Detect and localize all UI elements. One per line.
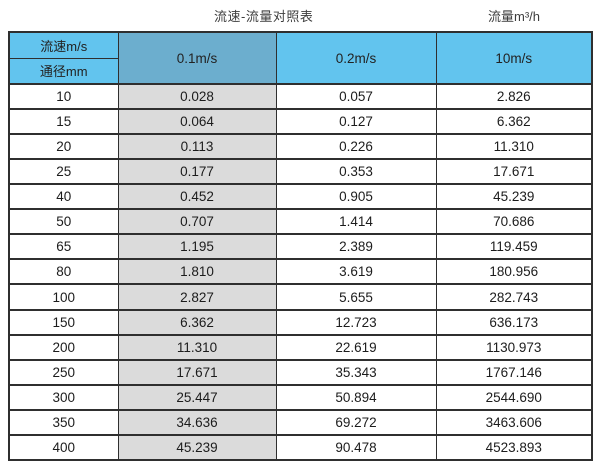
table-row: 350 34.636 69.272 3463.606 [8, 408, 593, 436]
value-cell-0-2ms: 69.272 [275, 408, 437, 436]
table-body: 10 0.028 0.057 2.826 15 0.064 0.127 6.36… [8, 83, 593, 462]
value-cell-0-2ms: 22.619 [275, 333, 437, 361]
diameter-cell: 350 [8, 408, 119, 436]
value-cell-10ms: 4523.893 [435, 433, 593, 462]
diameter-cell: 15 [8, 108, 119, 136]
diameter-cell: 200 [8, 333, 119, 361]
corner-velocity-label: 流速m/s [8, 30, 119, 59]
diameter-cell: 80 [8, 258, 119, 286]
value-cell-0-1ms: 0.028 [117, 83, 277, 111]
value-cell-0-2ms: 5.655 [275, 283, 437, 311]
diameter-cell: 65 [8, 233, 119, 261]
value-cell-10ms: 3463.606 [435, 408, 593, 436]
table-row: 10 0.028 0.057 2.826 [8, 83, 593, 111]
value-cell-0-1ms: 34.636 [117, 408, 277, 436]
table-row: 65 1.195 2.389 119.459 [8, 233, 593, 261]
table-row: 80 1.810 3.619 180.956 [8, 258, 593, 286]
diameter-cell: 50 [8, 208, 119, 236]
value-cell-10ms: 636.173 [435, 308, 593, 336]
table-row: 50 0.707 1.414 70.686 [8, 208, 593, 236]
diameter-cell: 250 [8, 358, 119, 386]
value-cell-0-1ms: 1.195 [117, 233, 277, 261]
value-cell-10ms: 2.826 [435, 83, 593, 111]
flow-rate-table: 流速m/s 0.1m/s 0.2m/s 10m/s 通径mm 10 0.028 … [8, 30, 593, 462]
value-cell-0-1ms: 6.362 [117, 308, 277, 336]
diameter-cell: 300 [8, 383, 119, 411]
value-cell-10ms: 119.459 [435, 233, 593, 261]
value-cell-0-2ms: 35.343 [275, 358, 437, 386]
value-cell-0-2ms: 0.905 [275, 183, 437, 211]
value-cell-10ms: 2544.690 [435, 383, 593, 411]
table-row: 200 11.310 22.619 1130.973 [8, 333, 593, 361]
table-row: 25 0.177 0.353 17.671 [8, 158, 593, 186]
diameter-cell: 25 [8, 158, 119, 186]
diameter-cell: 10 [8, 83, 119, 111]
value-cell-10ms: 6.362 [435, 108, 593, 136]
diameter-cell: 40 [8, 183, 119, 211]
table-row: 40 0.452 0.905 45.239 [8, 183, 593, 211]
table-row: 400 45.239 90.478 4523.893 [8, 433, 593, 462]
table-row: 20 0.113 0.226 11.310 [8, 133, 593, 161]
value-cell-0-2ms: 0.057 [275, 83, 437, 111]
corner-diameter-label: 通径mm [8, 57, 119, 86]
value-cell-0-1ms: 0.064 [117, 108, 277, 136]
table-header: 流速m/s 0.1m/s 0.2m/s 10m/s 通径mm [8, 30, 593, 86]
value-cell-10ms: 1130.973 [435, 333, 593, 361]
value-cell-0-2ms: 0.353 [275, 158, 437, 186]
table-row: 15 0.064 0.127 6.362 [8, 108, 593, 136]
value-cell-0-2ms: 90.478 [275, 433, 437, 462]
value-cell-0-2ms: 1.414 [275, 208, 437, 236]
value-cell-0-2ms: 12.723 [275, 308, 437, 336]
table-row: 300 25.447 50.894 2544.690 [8, 383, 593, 411]
value-cell-0-1ms: 0.177 [117, 158, 277, 186]
column-header-0-2ms: 0.2m/s [275, 30, 437, 86]
value-cell-0-2ms: 2.389 [275, 233, 437, 261]
value-cell-0-1ms: 1.810 [117, 258, 277, 286]
value-cell-10ms: 11.310 [435, 133, 593, 161]
value-cell-0-1ms: 0.452 [117, 183, 277, 211]
value-cell-0-2ms: 0.226 [275, 133, 437, 161]
flow-unit-label: 流量m³/h [488, 9, 541, 24]
value-cell-0-1ms: 45.239 [117, 433, 277, 462]
table-row: 100 2.827 5.655 282.743 [8, 283, 593, 311]
value-cell-10ms: 1767.146 [435, 358, 593, 386]
value-cell-10ms: 45.239 [435, 183, 593, 211]
diameter-cell: 400 [8, 433, 119, 462]
value-cell-10ms: 17.671 [435, 158, 593, 186]
table-row: 150 6.362 12.723 636.173 [8, 308, 593, 336]
value-cell-10ms: 282.743 [435, 283, 593, 311]
column-header-10ms: 10m/s [435, 30, 593, 86]
value-cell-0-1ms: 2.827 [117, 283, 277, 311]
diameter-cell: 100 [8, 283, 119, 311]
column-header-0-1ms: 0.1m/s [117, 30, 277, 86]
value-cell-0-2ms: 0.127 [275, 108, 437, 136]
value-cell-0-1ms: 0.113 [117, 133, 277, 161]
header-row-bottom: 通径mm [8, 57, 592, 86]
value-cell-0-1ms: 0.707 [117, 208, 277, 236]
value-cell-0-2ms: 3.619 [275, 258, 437, 286]
value-cell-10ms: 180.956 [435, 258, 593, 286]
value-cell-10ms: 70.686 [435, 208, 593, 236]
header-row-top: 流速m/s 0.1m/s 0.2m/s 10m/s [8, 30, 593, 86]
value-cell-0-2ms: 50.894 [275, 383, 437, 411]
page-title: 流速-流量对照表 [214, 9, 314, 24]
diameter-cell: 150 [8, 308, 119, 336]
diameter-cell: 20 [8, 133, 119, 161]
value-cell-0-1ms: 25.447 [117, 383, 277, 411]
value-cell-0-1ms: 11.310 [117, 333, 277, 361]
value-cell-0-1ms: 17.671 [117, 358, 277, 386]
table-row: 250 17.671 35.343 1767.146 [8, 358, 593, 386]
